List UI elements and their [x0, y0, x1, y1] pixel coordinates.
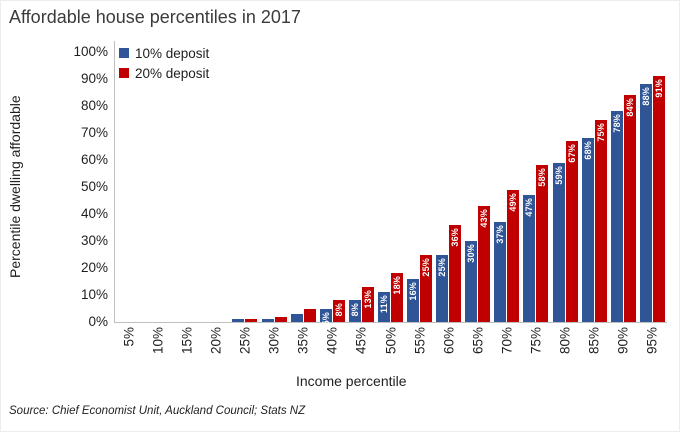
bar-20deposit-55%: 25%	[420, 254, 433, 322]
x-tick-label-50%: 50%	[383, 327, 398, 355]
bar-10deposit-45%: 8%	[348, 300, 361, 322]
x-tick-label-55%: 55%	[412, 327, 428, 355]
y-tick-label-40%: 40%	[80, 206, 108, 221]
bar-10deposit-40%: 5%	[319, 308, 332, 325]
bar-20deposit-65%: 43%	[478, 205, 491, 322]
y-axis-line	[114, 41, 115, 323]
y-tick-label-10%: 10%	[80, 287, 108, 302]
bar-value-label: 91%	[653, 79, 664, 98]
legend-item-20pct-deposit: 20% deposit	[119, 63, 209, 83]
bar-10deposit-80%: 59%	[552, 162, 565, 322]
bar-value-label: 67%	[566, 144, 577, 163]
bar-10deposit-25%	[232, 319, 245, 322]
bar-20deposit-60%: 36%	[449, 224, 462, 322]
bar-20deposit-95%: 91%	[652, 76, 665, 322]
bar-10deposit-65%: 30%	[465, 241, 478, 322]
bar-value-label: 25%	[421, 257, 432, 277]
x-tick-label-30%: 30%	[266, 327, 282, 355]
bar-10deposit-30%	[261, 319, 274, 322]
x-tick-label-35%: 35%	[295, 327, 311, 355]
bar-value-label: 18%	[391, 276, 402, 296]
legend-swatch-10pct-icon	[119, 48, 129, 58]
bar-10deposit-90%: 78%	[610, 111, 623, 322]
bar-value-label: 75%	[595, 122, 606, 142]
bar-20deposit-80%: 67%	[565, 141, 578, 322]
bar-value-label: 84%	[624, 98, 635, 117]
x-tick-label-95%: 95%	[644, 327, 660, 355]
bar-20deposit-85%: 75%	[594, 119, 607, 322]
y-tick-label-30%: 30%	[80, 233, 108, 248]
bar-value-label: 59%	[553, 165, 564, 185]
legend-swatch-20pct-icon	[119, 68, 129, 78]
y-tick-label-90%: 90%	[80, 71, 108, 86]
bar-value-label: 25%	[437, 257, 448, 277]
bar-20deposit-40%: 8%	[332, 300, 345, 322]
chart-title: Affordable house percentiles in 2017	[9, 7, 301, 27]
bar-20deposit-75%: 58%	[536, 165, 549, 322]
y-tick-label-100%: 100%	[73, 44, 108, 59]
bar-value-label: 8%	[333, 303, 344, 317]
bar-10deposit-85%: 68%	[581, 138, 594, 322]
y-tick-label-0%: 0%	[88, 314, 108, 329]
x-axis-line	[114, 322, 667, 323]
bar-value-label: 68%	[582, 141, 593, 161]
bar-value-label: 37%	[495, 225, 506, 244]
bar-value-label: 36%	[450, 227, 461, 247]
x-tick-label-85%: 85%	[586, 327, 602, 355]
y-axis-title: Percentile dwelling affordable	[7, 95, 23, 279]
bar-10deposit-55%: 16%	[407, 278, 420, 322]
bar-value-label: 30%	[466, 244, 477, 263]
bar-10deposit-95%: 88%	[639, 84, 652, 322]
bar-10deposit-75%: 47%	[523, 195, 536, 322]
bar-20deposit-70%: 49%	[507, 189, 520, 322]
x-tick-label-5%: 5%	[121, 327, 137, 347]
bar-value-label: 8%	[349, 303, 360, 317]
y-tick-label-80%: 80%	[80, 98, 108, 113]
x-tick-label-90%: 90%	[615, 327, 631, 355]
bar-value-label: 13%	[362, 289, 373, 309]
bar-20deposit-30%	[274, 316, 287, 322]
y-tick-label-60%: 60%	[80, 152, 108, 167]
bar-10deposit-50%: 11%	[377, 292, 390, 322]
x-tick-label-80%: 80%	[557, 327, 573, 355]
bar-value-label: 58%	[537, 168, 548, 188]
legend: 10% deposit 20% deposit	[119, 43, 209, 83]
bar-value-label: 5%	[320, 311, 331, 325]
bar-value-label: 47%	[524, 198, 535, 217]
legend-label-10pct: 10% deposit	[135, 45, 210, 61]
y-tick-label-20%: 20%	[80, 260, 108, 275]
bar-20deposit-50%: 18%	[390, 273, 403, 322]
x-tick-label-45%: 45%	[353, 327, 369, 355]
x-tick-label-10%: 10%	[150, 327, 166, 355]
x-tick-label-25%: 25%	[237, 327, 253, 355]
bar-10deposit-70%: 37%	[494, 222, 507, 322]
bar-value-label: 43%	[479, 208, 490, 228]
source-note: Source: Chief Economist Unit, Auckland C…	[9, 405, 306, 417]
legend-item-10pct-deposit: 10% deposit	[119, 43, 209, 63]
x-axis-title: Income percentile	[296, 373, 407, 389]
bar-20deposit-90%: 84%	[623, 95, 636, 322]
bar-20deposit-25%	[245, 319, 258, 322]
bar-20deposit-45%: 13%	[361, 286, 374, 322]
bar-value-label: 16%	[408, 281, 419, 301]
x-tick-label-20%: 20%	[208, 327, 224, 355]
y-tick-label-70%: 70%	[80, 125, 108, 140]
x-tick-label-40%: 40%	[324, 327, 340, 355]
x-tick-label-70%: 70%	[499, 327, 515, 355]
x-tick-label-75%: 75%	[528, 327, 544, 355]
x-tick-label-60%: 60%	[441, 327, 457, 355]
bar-20deposit-35%	[303, 308, 316, 322]
x-tick-label-65%: 65%	[470, 327, 486, 355]
bar-value-label: 78%	[611, 114, 622, 134]
bar-value-label: 49%	[508, 192, 519, 212]
bar-10deposit-60%: 25%	[436, 254, 449, 322]
bar-value-label: 11%	[378, 295, 389, 314]
bar-10deposit-35%	[290, 313, 303, 322]
x-tick-label-15%: 15%	[179, 327, 195, 355]
y-tick-label-50%: 50%	[80, 179, 108, 194]
bar-value-label: 88%	[640, 87, 651, 107]
legend-label-20pct: 20% deposit	[135, 65, 210, 81]
